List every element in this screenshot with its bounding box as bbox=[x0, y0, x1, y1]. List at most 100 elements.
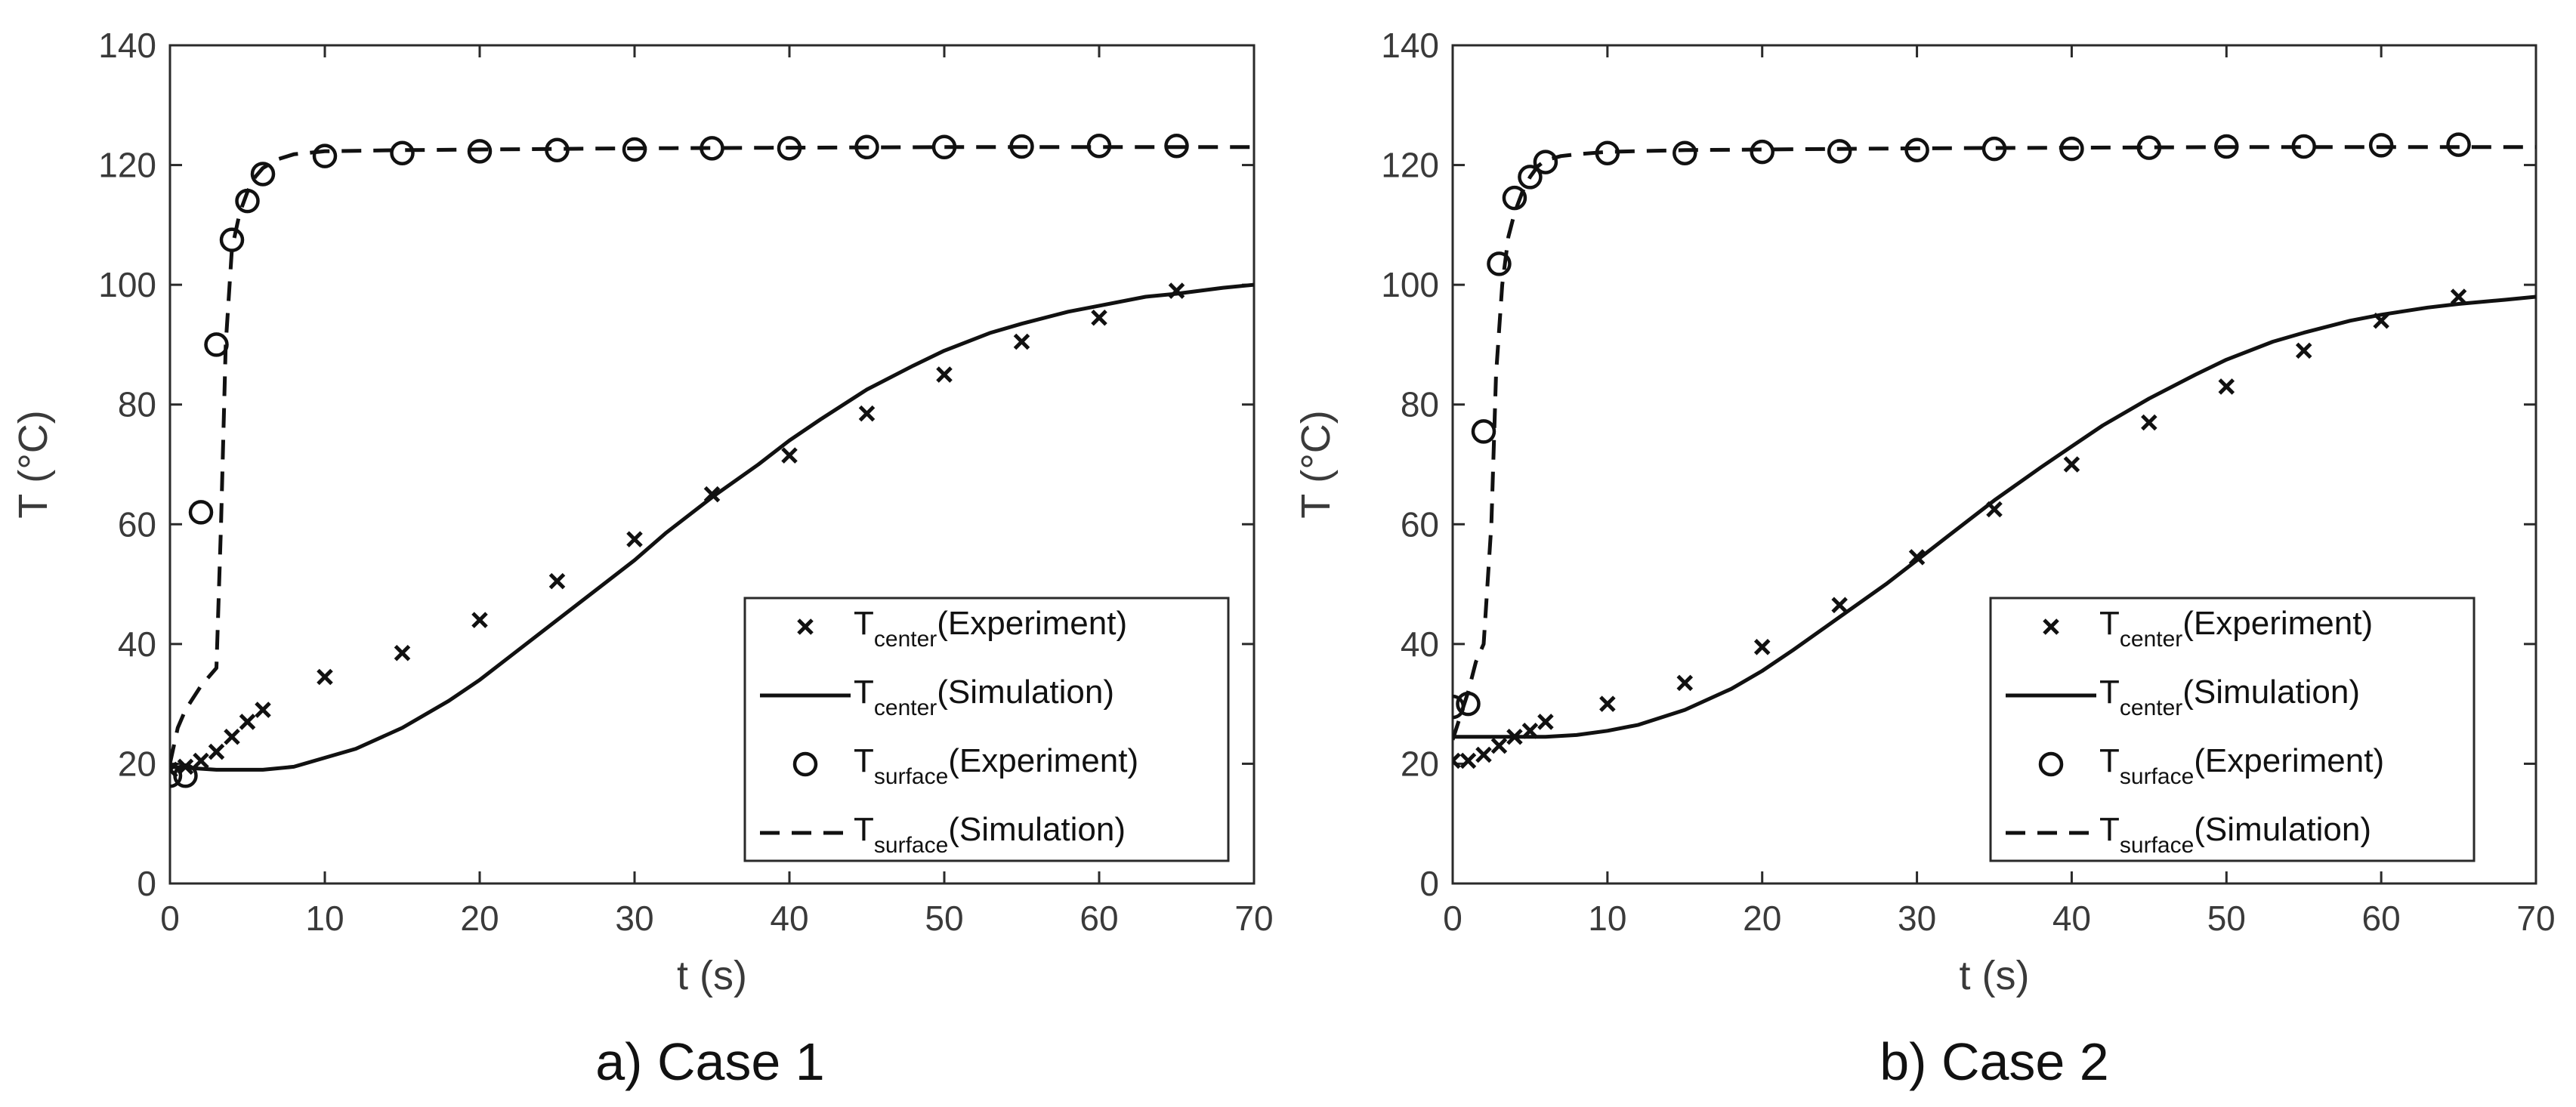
x-tick-label: 70 bbox=[1234, 899, 1273, 938]
data-point bbox=[1518, 165, 1543, 190]
data-point bbox=[1831, 597, 1848, 614]
data-point bbox=[1753, 639, 1771, 655]
x-tick-label: 60 bbox=[1080, 899, 1118, 938]
legend-box bbox=[743, 597, 1230, 862]
data-point bbox=[1502, 185, 1527, 211]
x-tick-label: 30 bbox=[615, 899, 653, 938]
legend-suffix: (Experiment) bbox=[937, 605, 1127, 642]
data-point bbox=[858, 405, 876, 422]
x-tick-label: 40 bbox=[770, 899, 808, 938]
legend-subscript: surface bbox=[874, 833, 948, 858]
data-point bbox=[250, 162, 276, 187]
data-point bbox=[548, 572, 566, 590]
series-center-simulation bbox=[170, 282, 1254, 772]
legend-box bbox=[1989, 597, 2476, 862]
legend-entry-label: Tsurface(Simulation) bbox=[854, 811, 1126, 858]
legend-main: T bbox=[854, 674, 874, 711]
data-point bbox=[1490, 737, 1508, 754]
data-point bbox=[2218, 378, 2235, 395]
legend-marker-symbol bbox=[2043, 618, 2059, 635]
x-axis-label: t (s) bbox=[677, 953, 747, 998]
panel-caption: b) Case 2 bbox=[1879, 1032, 2108, 1091]
data-point bbox=[394, 644, 411, 661]
legend-suffix: (Experiment) bbox=[2182, 605, 2373, 642]
data-point bbox=[1471, 419, 1496, 444]
legend-entry-label: Tsurface(Experiment) bbox=[854, 742, 1138, 789]
legend-entry-label: Tcenter(Experiment) bbox=[2099, 605, 2373, 652]
legend: Tcenter(Experiment)Tcenter(Simulation)Ts… bbox=[743, 597, 1230, 862]
legend-main: T bbox=[2099, 811, 2120, 848]
legend-entry-label: Tcenter(Experiment) bbox=[854, 605, 1127, 652]
data-point bbox=[255, 702, 271, 718]
series-center-simulation bbox=[1453, 294, 2536, 739]
data-point bbox=[1676, 674, 1694, 692]
data-point bbox=[1673, 140, 1697, 165]
data-point bbox=[188, 500, 214, 525]
legend-entry-label: Tsurface(Simulation) bbox=[2099, 811, 2371, 858]
data-point bbox=[193, 752, 209, 769]
data-point bbox=[170, 763, 183, 788]
legend-suffix: (Simulation) bbox=[937, 674, 1114, 711]
series-line bbox=[1453, 145, 2536, 741]
legend-entry-label: Tcenter(Simulation) bbox=[854, 674, 1114, 720]
data-point bbox=[2141, 414, 2157, 431]
x-tick-label: 10 bbox=[1588, 899, 1626, 938]
data-point bbox=[224, 728, 240, 745]
legend-main: T bbox=[2099, 605, 2120, 642]
data-point bbox=[2450, 288, 2467, 305]
y-tick-label: 140 bbox=[98, 26, 156, 65]
series-surface-simulation bbox=[1453, 145, 2536, 741]
data-point bbox=[1459, 752, 1477, 769]
legend-main: T bbox=[2099, 674, 2120, 711]
legend-main: T bbox=[854, 811, 874, 848]
legend-subscript: surface bbox=[2120, 833, 2194, 858]
data-point bbox=[1599, 695, 1616, 712]
legend-suffix: (Simulation) bbox=[948, 811, 1126, 848]
legend-marker-symbol bbox=[797, 618, 814, 635]
y-tick-label: 60 bbox=[118, 504, 156, 544]
series-surface-simulation bbox=[170, 145, 1254, 764]
y-tick-label: 20 bbox=[118, 744, 156, 783]
chart-panel-2: 0 10 20 30 40 50 60 70 0 20 40 60 80 100 120 140 t (s) T … bbox=[1293, 26, 2556, 998]
chart-panel-1: 0 10 20 30 40 50 60 70 0 20 40 60 80 100 120 140 t (s) T … bbox=[11, 26, 1274, 998]
legend-marker-symbol bbox=[792, 751, 818, 777]
data-point bbox=[204, 332, 229, 357]
data-point bbox=[471, 612, 488, 628]
y-tick-label: 20 bbox=[1401, 744, 1439, 783]
legend-entry-label: Tsurface(Experiment) bbox=[2099, 742, 2384, 789]
data-point bbox=[626, 531, 643, 547]
x-tick-label: 70 bbox=[2516, 899, 2555, 938]
data-point bbox=[1013, 333, 1030, 350]
legend-subscript: center bbox=[874, 695, 937, 720]
x-tick-label: 20 bbox=[460, 899, 499, 938]
x-tick-label: 0 bbox=[160, 899, 180, 938]
legend-main: T bbox=[854, 742, 874, 779]
legend-suffix: (Experiment) bbox=[948, 742, 1138, 779]
legend: Tcenter(Experiment)Tcenter(Simulation)Ts… bbox=[1989, 597, 2476, 862]
data-point bbox=[1827, 139, 1852, 164]
legend-subscript: center bbox=[2120, 695, 2182, 720]
y-tick-label: 140 bbox=[1381, 26, 1439, 65]
y-tick-label: 0 bbox=[1419, 864, 1439, 903]
data-point bbox=[317, 668, 333, 686]
x-tick-label: 20 bbox=[1743, 899, 1781, 938]
legend-subscript: center bbox=[874, 627, 937, 652]
x-tick-label: 40 bbox=[2052, 899, 2091, 938]
x-tick-label: 10 bbox=[305, 899, 344, 938]
data-point bbox=[936, 366, 953, 383]
y-tick-label: 80 bbox=[118, 385, 156, 424]
legend-subscript: center bbox=[2120, 627, 2182, 652]
legend-suffix: (Experiment) bbox=[2194, 742, 2384, 779]
legend-suffix: (Simulation) bbox=[2182, 674, 2360, 711]
y-tick-label: 60 bbox=[1401, 504, 1439, 544]
data-point bbox=[239, 714, 256, 730]
data-point bbox=[2063, 456, 2080, 473]
panel-caption: a) Case 1 bbox=[595, 1032, 824, 1091]
y-tick-label: 80 bbox=[1401, 385, 1439, 424]
series-line bbox=[1453, 294, 2536, 739]
y-tick-label: 40 bbox=[1401, 624, 1439, 664]
legend-marker-symbol bbox=[2038, 751, 2064, 777]
x-tick-label: 50 bbox=[2207, 899, 2246, 938]
series-center-experiment bbox=[1453, 288, 2467, 769]
